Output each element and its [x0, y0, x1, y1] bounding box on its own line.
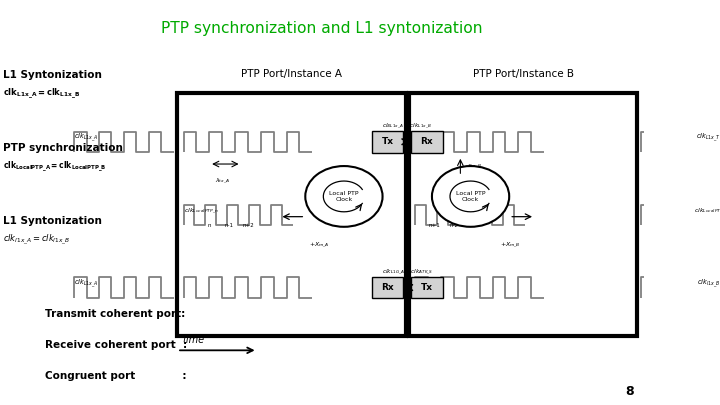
Ellipse shape: [432, 166, 509, 227]
Text: Local PTP
Clock: Local PTP Clock: [456, 191, 485, 202]
Text: $clk_{LocalPTP\_n}$: $clk_{LocalPTP\_n}$: [184, 206, 218, 215]
Text: $clk_{L1G\_A}-clk_{ATK\_S}$: $clk_{L1G\_A}-clk_{ATK\_S}$: [382, 267, 433, 276]
Text: n+1: n+1: [428, 223, 441, 228]
Text: $clk_{L1x\_A}$: $clk_{L1x\_A}$: [74, 132, 99, 144]
Text: $clk_{L1x\_T}$: $clk_{L1x\_T}$: [696, 132, 720, 144]
Text: $clk_{LocalPTP\_B}$: $clk_{LocalPTP\_B}$: [694, 206, 720, 215]
FancyBboxPatch shape: [411, 131, 443, 153]
Text: L1 Syntonization: L1 Syntonization: [3, 70, 102, 80]
Text: time: time: [182, 335, 204, 345]
Text: $\mathbf{clk_{L1x\_A}=clk_{L1x\_B}}$: $\mathbf{clk_{L1x\_A}=clk_{L1x\_B}}$: [3, 87, 81, 101]
FancyBboxPatch shape: [372, 131, 403, 153]
Text: Rx: Rx: [420, 137, 433, 146]
Text: $clk_{l1x\_B}$: $clk_{l1x\_B}$: [696, 277, 720, 290]
Text: n: n: [207, 223, 211, 228]
Text: PTP Port/Instance A: PTP Port/Instance A: [241, 69, 342, 79]
Text: PTP synchronization and L1 syntonization: PTP synchronization and L1 syntonization: [161, 21, 482, 36]
Text: 8: 8: [626, 385, 634, 398]
Ellipse shape: [305, 166, 382, 227]
Text: Transmit coherent port:: Transmit coherent port:: [45, 309, 185, 319]
Text: n+2: n+2: [242, 223, 253, 228]
Text: $+X_{m\_A}$: $+X_{m\_A}$: [308, 241, 329, 249]
Text: Rx: Rx: [382, 283, 394, 292]
Text: Receive coherent port  :: Receive coherent port :: [45, 340, 187, 350]
Text: PTP synchronization: PTP synchronization: [3, 143, 123, 153]
Text: Tx: Tx: [421, 283, 433, 292]
Text: $cls_{L1x\_A}-clk_{L1x\_B}$: $cls_{L1x\_A}-clk_{L1x\_B}$: [382, 121, 432, 130]
Text: $+X_{m\_B}$: $+X_{m\_B}$: [500, 241, 521, 249]
Text: n-1: n-1: [224, 223, 233, 228]
Text: $\mathbf{clk_{LocalPTP\_A}=clk_{LocalPTP\_B}}$: $\mathbf{clk_{LocalPTP\_A}=clk_{LocalPTP…: [3, 160, 107, 174]
Text: n-2: n-2: [449, 223, 459, 228]
Text: n-3: n-3: [469, 223, 478, 228]
Text: $x_{m\_B}$: $x_{m\_B}$: [467, 162, 482, 170]
FancyBboxPatch shape: [372, 277, 403, 298]
Text: $clk_{l1x\_A}=clk_{l1x\_B}$: $clk_{l1x\_A}=clk_{l1x\_B}$: [3, 232, 71, 247]
Text: L1 Syntonization: L1 Syntonization: [3, 216, 102, 226]
Text: Tx: Tx: [382, 137, 394, 146]
Bar: [409, 93, 637, 336]
Text: $\lambda_{tx\_A}$: $\lambda_{tx\_A}$: [215, 176, 230, 185]
Text: $clk_{L1x\_A}$: $clk_{L1x\_A}$: [74, 277, 99, 290]
Bar: [177, 93, 405, 336]
Text: PTP Port/Instance B: PTP Port/Instance B: [472, 69, 574, 79]
Text: Local PTP
Clock: Local PTP Clock: [329, 191, 359, 202]
Text: Congruent port             :: Congruent port :: [45, 371, 186, 381]
FancyBboxPatch shape: [411, 277, 443, 298]
